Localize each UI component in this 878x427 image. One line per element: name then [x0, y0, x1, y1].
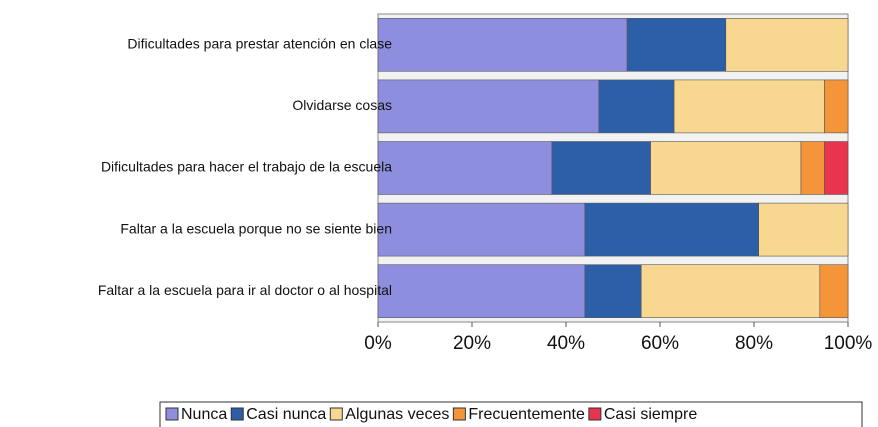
bar-segment: [377, 264, 586, 318]
legend-swatch: [588, 407, 602, 421]
x-tick-label: 0%: [364, 333, 392, 354]
bar-segment: [626, 18, 727, 72]
category-label: Dificultades para prestar atención en cl…: [127, 36, 392, 52]
x-tick-label: 100%: [824, 333, 873, 354]
category-label: Dificultades para hacer el trabajo de la…: [101, 159, 392, 175]
bar-segment: [819, 264, 849, 318]
legend-label: Frecuentemente: [468, 406, 585, 423]
bar-segment: [824, 141, 849, 195]
bar-segment: [758, 202, 849, 257]
bar-segment: [584, 264, 642, 318]
legend-box: [159, 401, 863, 427]
bar-segment: [650, 141, 802, 195]
bar-segment: [551, 141, 651, 195]
legend-swatch: [230, 407, 244, 421]
legend-label: Casi siempre: [604, 406, 697, 423]
x-tick-label: 60%: [641, 333, 679, 354]
category-label: Olvidarse cosas: [292, 97, 392, 113]
legend-label: Casi nunca: [246, 406, 326, 423]
legend-swatch: [452, 407, 466, 421]
bar-segment: [725, 18, 849, 72]
x-tick-label: 40%: [547, 333, 585, 354]
x-tick-label: 80%: [735, 333, 773, 354]
bar-segment: [377, 202, 586, 257]
category-label: Faltar a la escuela porque no se siente …: [120, 220, 392, 236]
bar-segment: [800, 141, 825, 195]
bar-segment: [673, 79, 825, 134]
bar-segment: [377, 141, 553, 195]
legend-label: Algunas veces: [345, 406, 449, 423]
bar-segment: [584, 202, 759, 257]
legend-swatch: [329, 407, 343, 421]
legend-swatch: [165, 407, 179, 421]
bar-segment: [640, 264, 821, 318]
bar-segment: [824, 79, 849, 134]
bar-segment: [598, 79, 675, 134]
category-label: Faltar a la escuela para ir al doctor o …: [98, 282, 392, 298]
legend-label: Nunca: [181, 406, 227, 423]
x-tick-label: 20%: [453, 333, 491, 354]
bar-segment: [377, 18, 628, 72]
bar-segment: [377, 79, 600, 134]
